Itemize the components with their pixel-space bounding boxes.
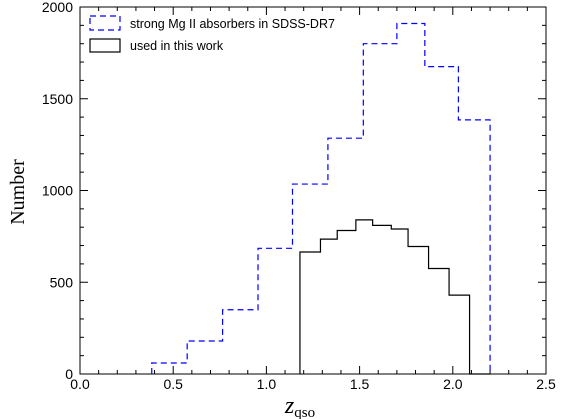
y-tick-label: 1000 [42,183,73,199]
axis-ticks [79,6,547,375]
x-tick-label: 1.0 [257,376,277,392]
legend: strong Mg II absorbers in SDSS-DR7 used … [89,15,335,53]
x-tick-label: 2.5 [536,376,556,392]
y-tick-label: 0 [65,366,73,382]
legend-swatch-solid [89,38,121,53]
plot-border [79,6,547,375]
x-tick-label: 0.0 [70,376,90,392]
tick-labels: 0.0 0.5 1.0 1.5 2.0 2.5 0 500 1000 1500 2000 [42,0,556,392]
legend-label-this-work: used in this work [130,39,224,53]
legend-swatch-dashed [89,15,121,31]
x-axis-label-subscript: qso [294,405,315,419]
x-tick-label: 1.5 [350,376,370,392]
series-this-work-histogram [299,219,491,375]
legend-label-sdss: strong Mg II absorbers in SDSS-DR7 [130,17,335,31]
series-sdss-dr7-histogram [151,22,491,374]
y-tick-label: 1500 [42,91,73,107]
plot-frame [79,6,547,375]
x-tick-label: 0.5 [163,376,183,392]
y-axis-label: Number [7,159,29,225]
series-layer [151,22,491,375]
y-tick-label: 2000 [42,0,73,15]
x-axis-label: zqso [284,393,315,419]
x-tick-label: 2.0 [443,376,463,392]
y-tick-label: 500 [50,274,74,290]
